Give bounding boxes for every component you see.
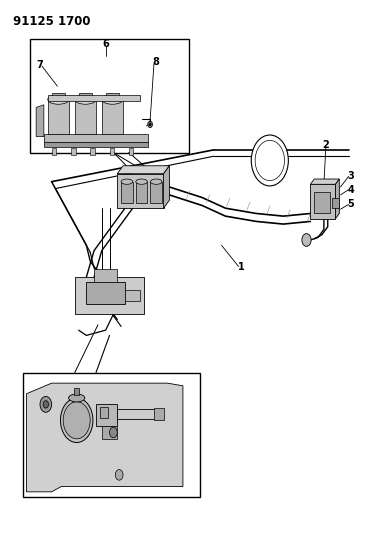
Polygon shape — [26, 383, 183, 492]
Polygon shape — [117, 174, 164, 208]
Bar — [48, 95, 140, 101]
Bar — [117, 409, 156, 419]
Circle shape — [255, 140, 284, 181]
Bar — [71, 148, 75, 155]
Bar — [102, 100, 123, 134]
Text: 5: 5 — [347, 199, 354, 209]
Bar — [110, 148, 114, 155]
Ellipse shape — [75, 95, 96, 104]
Bar — [129, 148, 133, 155]
Bar — [86, 282, 125, 304]
Ellipse shape — [68, 394, 85, 402]
Bar — [151, 182, 162, 203]
Bar — [52, 148, 56, 155]
Circle shape — [115, 470, 123, 480]
Polygon shape — [331, 198, 339, 208]
Bar — [121, 182, 133, 203]
Bar — [94, 269, 117, 282]
Ellipse shape — [136, 179, 147, 184]
Polygon shape — [310, 179, 339, 184]
Bar — [125, 290, 140, 301]
Bar — [154, 408, 164, 420]
Polygon shape — [75, 277, 144, 314]
Bar — [23, 373, 200, 497]
Text: 13: 13 — [88, 488, 101, 498]
Circle shape — [251, 135, 288, 186]
Text: 9: 9 — [71, 375, 77, 385]
Text: 4: 4 — [347, 184, 354, 195]
Text: 11: 11 — [114, 376, 128, 386]
Circle shape — [40, 397, 52, 413]
Bar — [30, 38, 189, 152]
Text: 12: 12 — [145, 423, 159, 433]
Bar — [102, 425, 117, 439]
Bar — [79, 93, 92, 100]
Bar — [136, 182, 147, 203]
Circle shape — [149, 123, 151, 126]
Circle shape — [302, 233, 311, 246]
Ellipse shape — [102, 95, 123, 104]
Polygon shape — [44, 134, 148, 142]
Polygon shape — [335, 179, 339, 219]
Text: 8: 8 — [152, 58, 159, 67]
Bar — [74, 389, 79, 395]
Circle shape — [43, 401, 49, 408]
Text: 7: 7 — [37, 60, 44, 70]
Circle shape — [60, 398, 93, 442]
Text: 91125 1700: 91125 1700 — [13, 14, 91, 28]
Polygon shape — [164, 166, 169, 208]
Text: 6: 6 — [102, 39, 109, 49]
Bar — [52, 93, 65, 100]
Bar — [100, 407, 108, 418]
Bar — [48, 100, 69, 134]
Ellipse shape — [121, 179, 133, 184]
Bar — [75, 100, 96, 134]
Polygon shape — [36, 105, 44, 136]
Text: 2: 2 — [322, 140, 329, 150]
Ellipse shape — [151, 179, 162, 184]
Circle shape — [148, 121, 152, 127]
Text: 10: 10 — [35, 377, 49, 387]
Ellipse shape — [48, 95, 69, 104]
Polygon shape — [310, 184, 335, 219]
Polygon shape — [44, 142, 148, 147]
Bar — [314, 192, 330, 214]
Bar — [90, 148, 95, 155]
Bar — [96, 405, 117, 425]
Text: 1: 1 — [237, 262, 244, 271]
Circle shape — [63, 402, 90, 439]
Circle shape — [110, 427, 117, 438]
Bar — [106, 93, 119, 100]
Polygon shape — [117, 166, 169, 174]
Text: 3: 3 — [347, 172, 354, 181]
